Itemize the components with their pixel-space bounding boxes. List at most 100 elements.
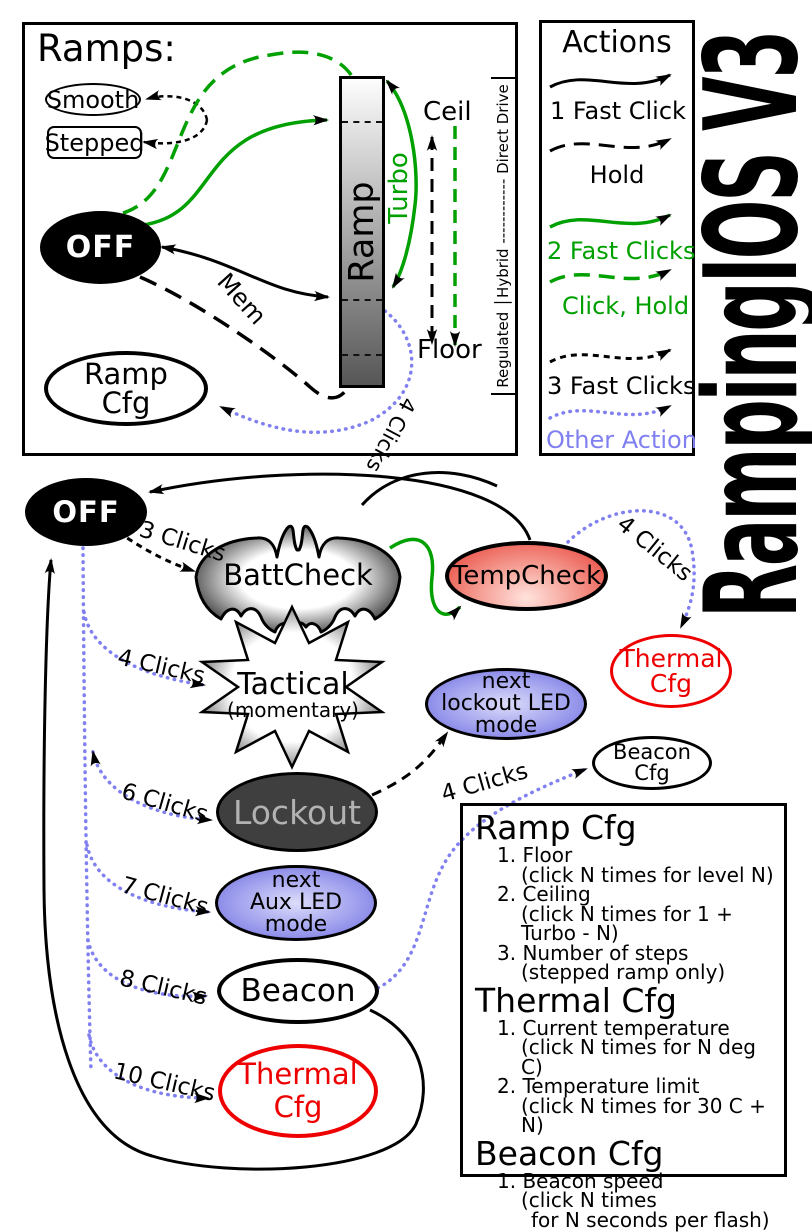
edge-off-to-ceil bbox=[142, 115, 329, 227]
node-tactical-label: Tactical (momentary) bbox=[203, 667, 383, 721]
config-thermal-item2-note: (click N times for 30 C + N) bbox=[521, 1093, 766, 1137]
actions-box: Actions 1 Fast Click Hold 2 Fast Clicks … bbox=[539, 20, 697, 456]
edge-ramp-to-rampcfg bbox=[219, 309, 414, 434]
edge-battcheck-to-off bbox=[360, 471, 498, 506]
node-thermal-cfg-bottom: Thermal Cfg bbox=[218, 1044, 378, 1138]
config-ramp-item2: 2. Ceiling bbox=[497, 882, 591, 906]
node-tempcheck-label: TempCheck bbox=[451, 561, 602, 591]
legend-arrow-1fastclick bbox=[549, 73, 672, 89]
config-ramp-item2-note: (click N times for 1 + Turbo - N) bbox=[521, 901, 733, 945]
config-ramp-item3-note: (stepped ramp only) bbox=[521, 960, 726, 984]
config-beacon-item1-note2: for N seconds per flash) bbox=[531, 1207, 770, 1232]
node-off: OFF bbox=[25, 478, 147, 546]
edge-off-clickhold bbox=[122, 50, 368, 215]
ramps-curves bbox=[122, 50, 461, 434]
config-thermal-heading: Thermal Cfg bbox=[475, 980, 677, 1020]
turbo-label: Turbo bbox=[384, 152, 414, 224]
edge-off-to-nextaux bbox=[85, 843, 211, 917]
battcheck-shape bbox=[194, 524, 402, 634]
node-beacon-label: Beacon bbox=[240, 972, 356, 1009]
legend-arrow-clickhold bbox=[549, 268, 672, 284]
legend-label-clickhold: Click, Hold bbox=[562, 292, 690, 320]
thermal-cfg-top-line2: Cfg bbox=[649, 669, 693, 698]
edge-off-lockout-toggle bbox=[90, 750, 213, 825]
legend-arrow-3fastclicks bbox=[549, 348, 672, 364]
floor-label: Floor bbox=[417, 335, 482, 365]
edge-off-to-beacon bbox=[86, 938, 208, 1002]
next-lockout-line2: lockout LED bbox=[441, 691, 571, 716]
beacon-cfg-line1: Beacon bbox=[613, 740, 691, 764]
config-thermal-item1: 1. Current temperature bbox=[497, 1015, 730, 1040]
actions-title: Actions bbox=[562, 25, 672, 60]
edge-lockout-to-nextlockout bbox=[371, 731, 449, 797]
edge-off-to-battcheck bbox=[117, 530, 196, 573]
legend-arrow-hold bbox=[549, 137, 672, 153]
edge-off-hold-floor bbox=[139, 275, 358, 400]
config-ramp-item3: 3. Number of steps bbox=[497, 940, 689, 965]
legend-label-otheraction: Other Action bbox=[546, 426, 697, 454]
ramp-floor-line bbox=[342, 354, 382, 356]
next-aux-line2: Aux LED bbox=[249, 890, 343, 915]
config-box: Ramp Cfg 1. Floor (click N times for lev… bbox=[460, 803, 787, 1229]
edge-battcheck-to-tempcheck bbox=[389, 537, 462, 621]
ceil-label: Ceil bbox=[423, 97, 472, 127]
thermal-cfg-top-line1: Thermal bbox=[619, 644, 723, 673]
edge-tempcheck-to-thermalcfg bbox=[566, 509, 696, 629]
node-smooth: Smooth bbox=[45, 83, 141, 116]
drive-scale: Regulated │Hybrid ------------ Direct Dr… bbox=[491, 77, 517, 395]
ramp-mem-line bbox=[342, 299, 382, 301]
next-lockout-line3: mode bbox=[474, 713, 538, 738]
legend-label-1fastclick: 1 Fast Click bbox=[550, 97, 686, 125]
node-stepped-label: Stepped bbox=[44, 128, 145, 157]
page-title: RampingIOS V3 bbox=[678, 31, 812, 619]
edge-beacon-to-off bbox=[42, 558, 425, 1171]
config-beacon-item1: 1. Beacon speed bbox=[497, 1168, 664, 1193]
node-next-lockout-led: next lockout LED mode bbox=[425, 668, 587, 740]
next-aux-line3: mode bbox=[264, 912, 328, 937]
ramp-bar bbox=[339, 76, 385, 388]
edge-tempcheck-to-off bbox=[148, 472, 532, 541]
node-beacon-cfg: Beacon Cfg bbox=[592, 736, 712, 790]
config-ramp-item1-note: (click N times for level N) bbox=[521, 862, 774, 887]
thermal-cfg-bottom-line1: Thermal bbox=[238, 1056, 358, 1091]
node-stepped: Stepped bbox=[44, 126, 145, 159]
node-lockout-label: Lockout bbox=[232, 792, 362, 832]
node-next-aux-led: next Aux LED mode bbox=[215, 865, 377, 941]
node-off-label: OFF bbox=[52, 494, 120, 529]
thermal-cfg-bottom-line2: Cfg bbox=[273, 1090, 323, 1124]
beacon-cfg-line2: Cfg bbox=[634, 761, 670, 785]
node-beacon: Beacon bbox=[217, 958, 379, 1024]
tactical-shape bbox=[198, 604, 386, 770]
edge-turbo-arc bbox=[385, 79, 418, 289]
ramp-cfg-line2: Cfg bbox=[101, 385, 151, 420]
ramps-title: Ramps: bbox=[37, 27, 176, 70]
config-beacon-heading: Beacon Cfg bbox=[475, 1133, 664, 1173]
ramp-bar-label: Ramp bbox=[342, 181, 382, 283]
edge-toggle-stepped bbox=[142, 119, 209, 150]
ramps-box: Ramps: Smooth Stepped OFF Ramp Turbo Cei… bbox=[22, 22, 518, 476]
legend-label-3fastclicks: 3 Fast Clicks bbox=[547, 372, 696, 400]
next-aux-line1: next bbox=[271, 868, 321, 893]
ramp-cfg-line1: Ramp bbox=[84, 356, 168, 391]
node-battcheck-label: BattCheck bbox=[223, 558, 373, 592]
actions-arrows bbox=[548, 73, 672, 420]
config-thermal-item1-note: (click N times for N deg C) bbox=[521, 1035, 756, 1079]
legend-arrow-otheraction bbox=[548, 404, 672, 420]
edge-off-to-thermalcfg bbox=[87, 1033, 210, 1104]
config-thermal-item2: 2. Temperature limit bbox=[497, 1074, 700, 1098]
node-smooth-label: Smooth bbox=[46, 85, 140, 114]
node-thermal-cfg-top: Thermal Cfg bbox=[610, 634, 732, 708]
node-lockout: Lockout bbox=[216, 772, 378, 852]
edge-off-to-tactical bbox=[82, 610, 206, 689]
config-ramp-item1: 1. Floor bbox=[497, 843, 573, 867]
config-ramp-heading: Ramp Cfg bbox=[475, 808, 637, 847]
config-beacon-item1-note1: (click N times bbox=[521, 1188, 657, 1212]
legend-arrow-2fastclicks bbox=[549, 213, 672, 229]
node-off-ramps: OFF bbox=[40, 211, 161, 284]
node-tempcheck: TempCheck bbox=[445, 541, 608, 611]
edge-toggle-smooth bbox=[145, 90, 209, 121]
legend-label-2fastclicks: 2 Fast Clicks bbox=[547, 237, 696, 265]
next-lockout-line1: next bbox=[481, 669, 531, 694]
tactical-line1: Tactical bbox=[237, 667, 349, 702]
edge-mem bbox=[160, 244, 330, 302]
